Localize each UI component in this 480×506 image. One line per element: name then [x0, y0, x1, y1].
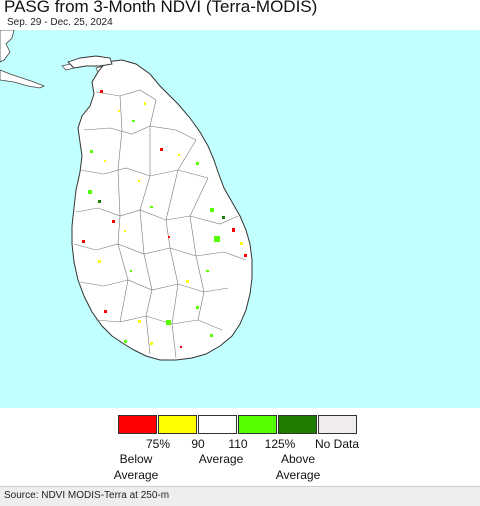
legend-colorbar	[118, 415, 359, 435]
map-title: PASG from 3-Month NDVI (Terra-MODIS)	[4, 0, 318, 16]
legend-below-line2: Average	[113, 468, 159, 482]
legend-above-line1: Above	[280, 452, 316, 466]
map-area	[0, 30, 480, 408]
jaffna-peninsula	[67, 55, 113, 69]
legend-swatch-75-90	[158, 415, 197, 434]
legend-swatch-no-data	[318, 415, 357, 434]
india-coast	[0, 30, 15, 63]
legend-swatch-90-110	[198, 415, 237, 434]
source-footer: Source: NDVI MODIS-Terra at 250-m	[0, 486, 480, 506]
india-peninsula-tip	[0, 69, 45, 89]
legend-above-line2: Average	[275, 468, 321, 482]
legend-tick-110: 110	[228, 437, 248, 451]
legend-tick-75: 75%	[145, 437, 171, 451]
legend-swatch-below-75	[118, 415, 157, 434]
legend-below-line1: Below	[119, 452, 153, 466]
sri-lanka-outline	[71, 59, 253, 361]
legend-swatch-above-125	[278, 415, 317, 434]
legend-tick-90: 90	[191, 437, 205, 451]
legend-tick-125: 125%	[264, 437, 296, 451]
sri-lanka-map	[0, 30, 253, 361]
source-text: Source: NDVI MODIS-Terra at 250-m	[4, 490, 170, 501]
legend-average-label: Average	[198, 452, 244, 466]
map-subtitle: Sep. 29 - Dec. 25, 2024	[7, 17, 113, 28]
district-borders	[73, 89, 247, 359]
legend-no-data-label: No Data	[314, 437, 360, 451]
ndvi-speckles	[82, 90, 247, 348]
legend-swatch-110-125	[238, 415, 277, 434]
